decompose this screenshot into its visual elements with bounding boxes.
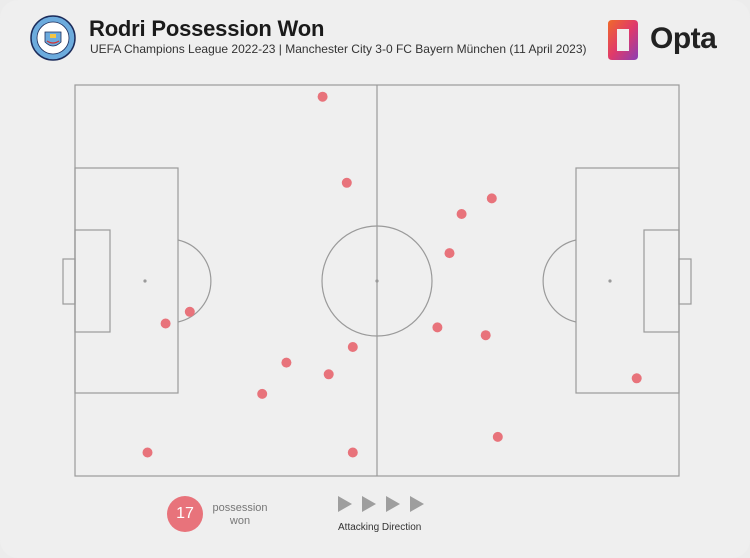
left-penalty-spot	[143, 279, 147, 283]
manchester-city-badge-icon	[30, 15, 76, 61]
possession-point-10	[347, 342, 358, 352]
possession-point-12	[323, 369, 334, 380]
possession-point-7	[160, 318, 171, 329]
left-penalty-area	[74, 167, 179, 394]
possession-point-15	[492, 431, 503, 442]
possession-point-16	[142, 447, 153, 458]
possession-point-2	[341, 177, 352, 188]
possession-point-5	[444, 248, 455, 259]
right-goal	[678, 258, 692, 305]
possession-point-17	[347, 447, 358, 458]
possession-point-3	[486, 193, 497, 204]
possession-point-14	[257, 388, 268, 399]
right-penalty-arc	[542, 239, 577, 323]
right-penalty-area	[575, 167, 680, 394]
right-penalty-spot	[608, 279, 612, 283]
possession-point-8	[432, 322, 443, 333]
possession-count-badge: 17	[167, 496, 203, 532]
possession-point-4	[456, 209, 467, 219]
possession-point-1	[317, 91, 328, 102]
left-six-yard-box	[74, 229, 111, 333]
pitch-markings	[62, 84, 692, 477]
possession-points	[142, 91, 642, 458]
attacking-direction-label: Attacking Direction	[338, 522, 422, 533]
chart-title: Rodri Possession Won	[89, 16, 325, 41]
opta-logo-icon	[608, 20, 638, 60]
attacking-direction-arrows-icon	[338, 496, 424, 512]
possession-point-9	[480, 330, 491, 341]
possession-point-13	[631, 373, 642, 384]
possession-point-6	[184, 306, 195, 317]
possession-count-label: possession won	[212, 502, 268, 527]
possession-point-11	[281, 357, 292, 368]
left-goal	[62, 258, 76, 305]
centre-spot	[375, 279, 379, 283]
centre-circle	[321, 225, 433, 337]
right-six-yard-box	[643, 229, 680, 333]
chart-subtitle: UEFA Champions League 2022-23 | Manchest…	[90, 42, 587, 56]
opta-brand-text: Opta	[650, 22, 717, 55]
left-penalty-arc	[177, 239, 212, 323]
